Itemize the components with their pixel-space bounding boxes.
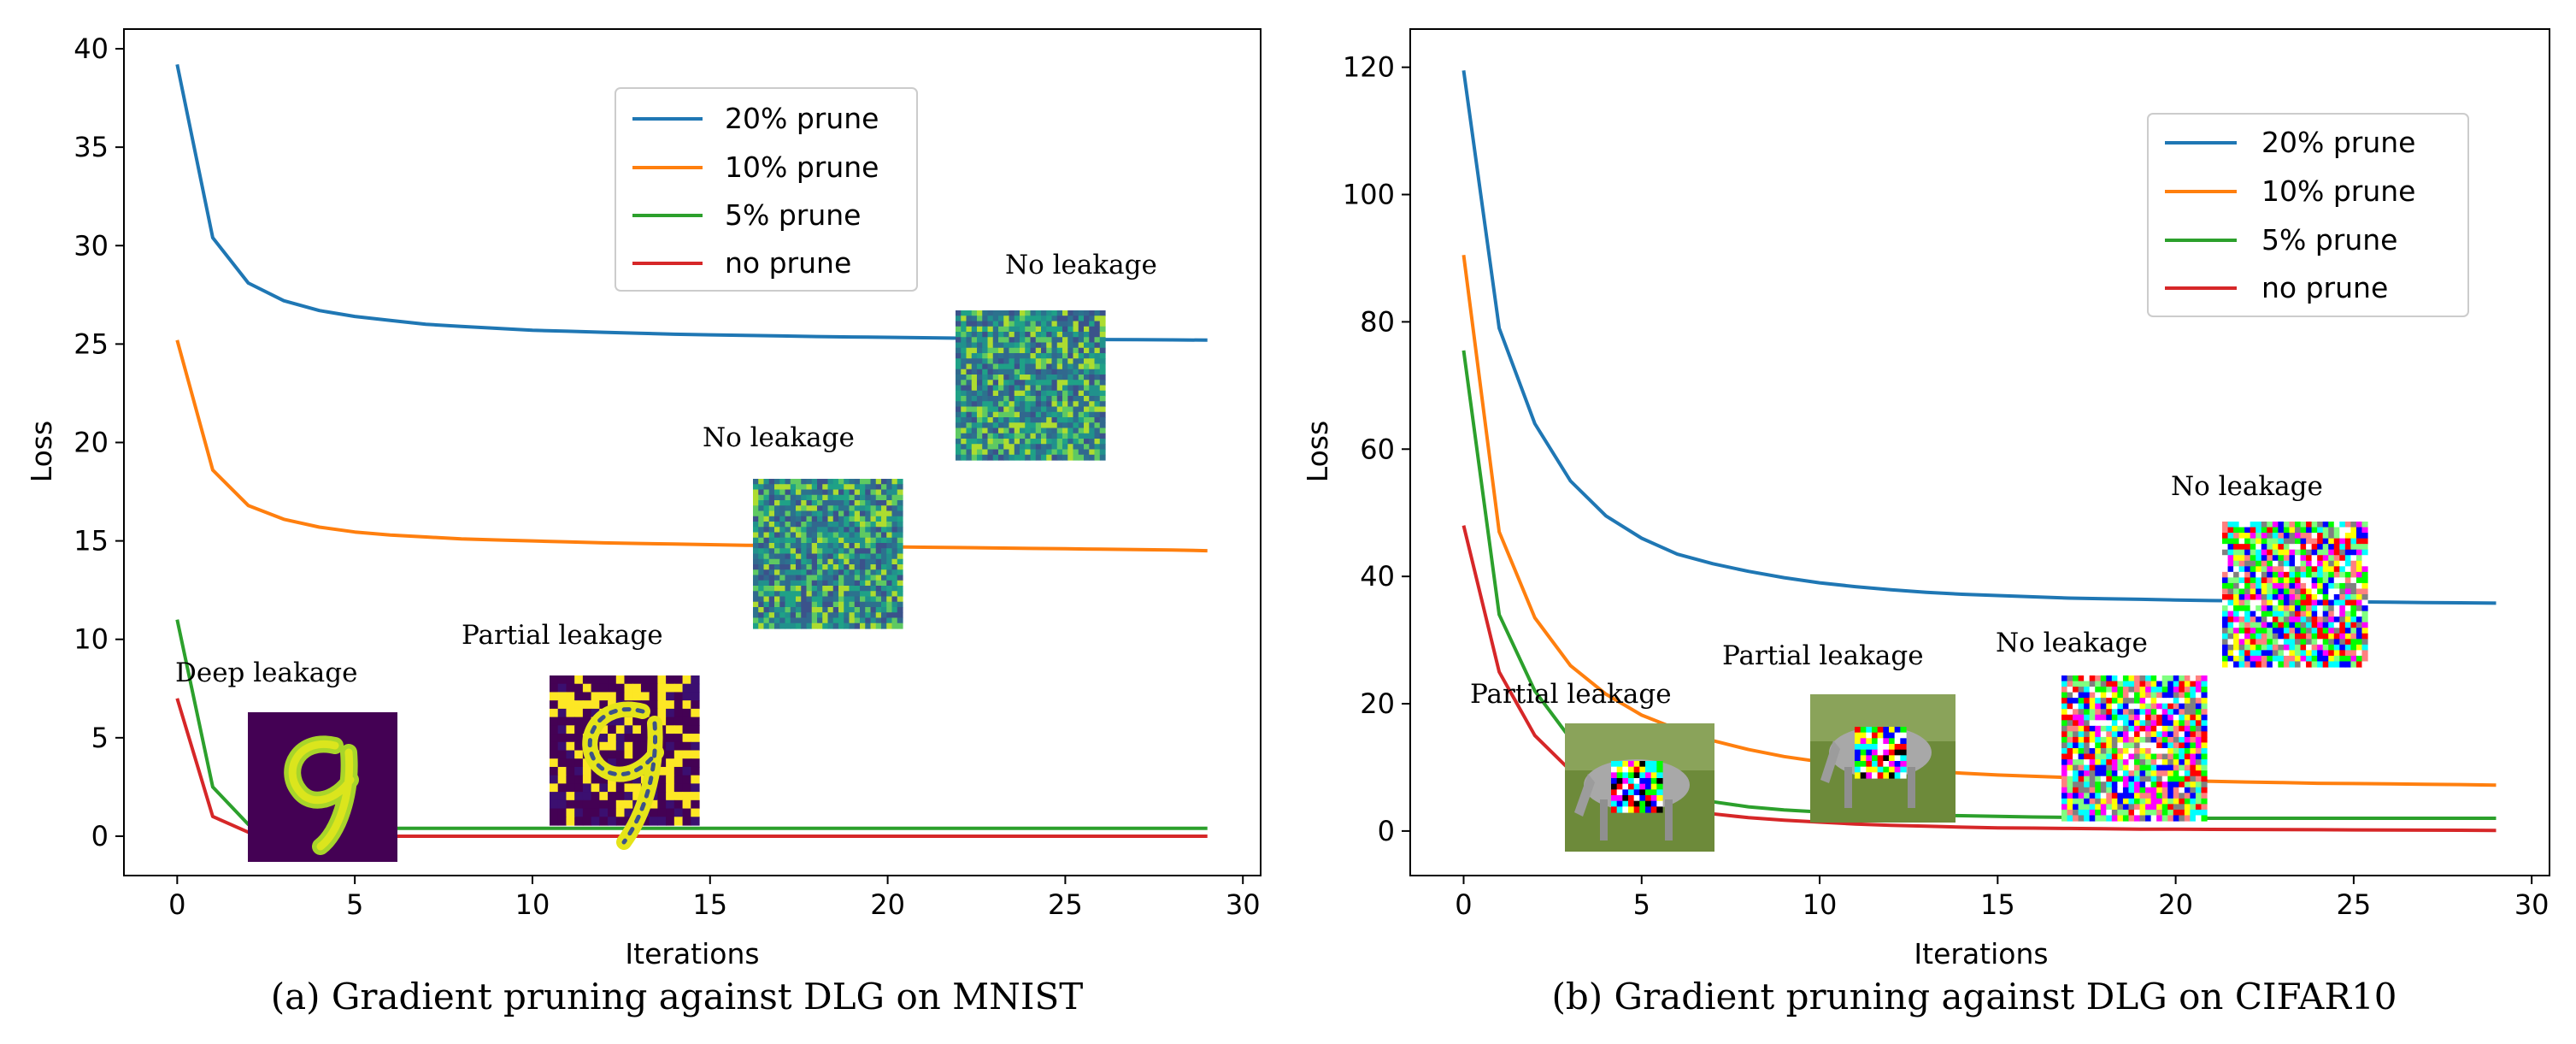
panel-b-legend-label-10: 10% prune bbox=[2261, 174, 2416, 208]
panel-a-y-tick-label-20: 20 bbox=[74, 426, 109, 458]
panel-a-no-leakage-image-1 bbox=[753, 479, 903, 629]
panel-a-y-tick-label-30: 30 bbox=[74, 229, 109, 262]
panel-b-partial-leakage-image-2 bbox=[1810, 694, 1956, 823]
panel-b-no-leakage-image-1 bbox=[2061, 675, 2208, 822]
panel-b-x-tick-label-0: 0 bbox=[1455, 888, 1472, 921]
panel-a-y-tick-label-15: 15 bbox=[74, 525, 109, 557]
panel-a-legend-item-10: 10% prune bbox=[632, 150, 879, 184]
panel-a-caption: (a) Gradient pruning against DLG on MNIS… bbox=[271, 976, 1084, 1017]
panel-b-annotation-no-leakage-2: No leakage bbox=[2171, 471, 2323, 502]
panel-a-annotation-no-leakage-1: No leakage bbox=[703, 422, 855, 453]
panel-a-plot-frame bbox=[123, 28, 1262, 876]
panel-a-x-tick-label-20: 20 bbox=[870, 888, 905, 921]
panel-b-x-tick-label-5: 5 bbox=[1633, 888, 1650, 921]
panel-b-y-tick-label-40: 40 bbox=[1360, 560, 1395, 593]
panel-a-y-tick-label-5: 5 bbox=[91, 722, 109, 754]
panel-b-partial-leakage-image-1 bbox=[1565, 723, 1714, 852]
panel-b-y-tick-label-80: 80 bbox=[1360, 305, 1395, 338]
panel-a-y-axis-label: Loss bbox=[25, 421, 58, 482]
panel-b-annotation-no-leakage-1: No leakage bbox=[1996, 628, 2148, 658]
panel-a-annotation-deep-leakage: Deep leakage bbox=[175, 658, 357, 688]
panel-b-legend-item-none: no prune bbox=[2165, 271, 2388, 304]
panel-b-x-tick-label-30: 30 bbox=[2514, 888, 2550, 921]
panel-b-y-tick-label-60: 60 bbox=[1360, 433, 1395, 465]
panel-a-partial-leakage-image bbox=[550, 675, 700, 850]
panel-a-x-axis-label: Iterations bbox=[625, 937, 759, 970]
panel-a-x-tick-label-25: 25 bbox=[1048, 888, 1083, 921]
panel-a-series-line-1 bbox=[175, 339, 1208, 553]
panel-b-x-tick-label-25: 25 bbox=[2337, 888, 2372, 921]
panel-b-annotation-partial-leakage-1: Partial leakage bbox=[1470, 679, 1672, 710]
panel-b-legend-item-5: 5% prune bbox=[2165, 223, 2398, 257]
panel-b-legend: 20% prune 10% prune 5% prune no prune bbox=[2147, 113, 2469, 317]
panel-b-x-ticks: 0 5 10 15 20 25 30 bbox=[1455, 876, 2550, 921]
panel-a-x-tick-label-5: 5 bbox=[346, 888, 363, 921]
panel-a-legend-label-10: 10% prune bbox=[725, 150, 879, 184]
panel-a-y-tick-label-40: 40 bbox=[74, 32, 109, 65]
panel-a-legend-item-20: 20% prune bbox=[632, 102, 879, 135]
panel-a-legend-item-5: 5% prune bbox=[632, 198, 862, 232]
panel-a-legend: 20% prune 10% prune 5% prune no prune bbox=[615, 87, 918, 292]
panel-b-y-tick-label-100: 100 bbox=[1343, 179, 1395, 211]
panel-b-legend-label-5: 5% prune bbox=[2261, 223, 2398, 257]
panel-b-x-tick-label-15: 15 bbox=[1980, 888, 2015, 921]
panel-b-legend-item-10: 10% prune bbox=[2165, 174, 2416, 208]
panel-a-x-ticks: 0 5 10 15 20 25 30 bbox=[168, 876, 1261, 921]
panel-a-legend-label-20: 20% prune bbox=[725, 102, 879, 135]
panel-a-deep-leakage-image bbox=[248, 712, 397, 862]
panel-b-legend-label-20: 20% prune bbox=[2261, 126, 2416, 159]
panel-a-x-tick-label-10: 10 bbox=[515, 888, 550, 921]
panel-b-y-tick-label-120: 120 bbox=[1343, 51, 1395, 84]
panel-a-mnist: 0 5 10 15 20 25 30 0 5 10 15 20 25 30 35 40 Deep leaka… bbox=[25, 28, 1262, 1017]
panel-b-caption: (b) Gradient pruning against DLG on CIFA… bbox=[1552, 976, 2397, 1017]
panel-b-x-tick-label-10: 10 bbox=[1803, 888, 1838, 921]
panel-b-plot-frame bbox=[1409, 28, 2550, 876]
panel-a-annotation-partial-leakage: Partial leakage bbox=[462, 620, 663, 651]
panel-a-annotation-no-leakage-2: No leakage bbox=[1005, 250, 1157, 280]
panel-b-y-tick-label-0: 0 bbox=[1378, 815, 1395, 847]
panel-b-annotation-partial-leakage-2: Partial leakage bbox=[1722, 640, 1924, 671]
panel-b-x-tick-label-20: 20 bbox=[2158, 888, 2193, 921]
panel-a-y-tick-label-10: 10 bbox=[74, 623, 109, 656]
panel-b-y-tick-label-20: 20 bbox=[1360, 687, 1395, 720]
panel-a-y-tick-label-35: 35 bbox=[74, 131, 109, 163]
panel-a-y-ticks: 0 5 10 15 20 25 30 35 40 bbox=[74, 32, 124, 852]
panel-b-x-axis-label: Iterations bbox=[1914, 937, 2048, 970]
panel-a-x-tick-label-30: 30 bbox=[1226, 888, 1261, 921]
panel-b-y-ticks: 0 20 40 60 80 100 120 bbox=[1343, 51, 1410, 847]
panel-a-y-tick-label-25: 25 bbox=[74, 327, 109, 360]
panel-b-no-leakage-image-2 bbox=[2222, 522, 2368, 668]
panel-a-no-leakage-image-2 bbox=[956, 310, 1106, 461]
panel-a-legend-label-5: 5% prune bbox=[725, 198, 862, 232]
panel-a-legend-label-none: no prune bbox=[725, 246, 851, 280]
panel-b-cifar10: 0 5 10 15 20 25 30 0 20 40 60 80 100 120 Partial lea… bbox=[1301, 28, 2550, 1017]
panel-a-x-tick-label-15: 15 bbox=[692, 888, 727, 921]
panel-a-legend-item-none: no prune bbox=[632, 246, 851, 280]
panel-b-legend-item-20: 20% prune bbox=[2165, 126, 2416, 159]
panel-a-y-tick-label-0: 0 bbox=[91, 820, 109, 852]
panel-b-y-axis-label: Loss bbox=[1301, 421, 1334, 482]
panel-b-series-line-1 bbox=[1461, 254, 2497, 787]
panel-a-x-tick-label-0: 0 bbox=[168, 888, 185, 921]
panel-b-legend-label-none: no prune bbox=[2261, 271, 2388, 304]
